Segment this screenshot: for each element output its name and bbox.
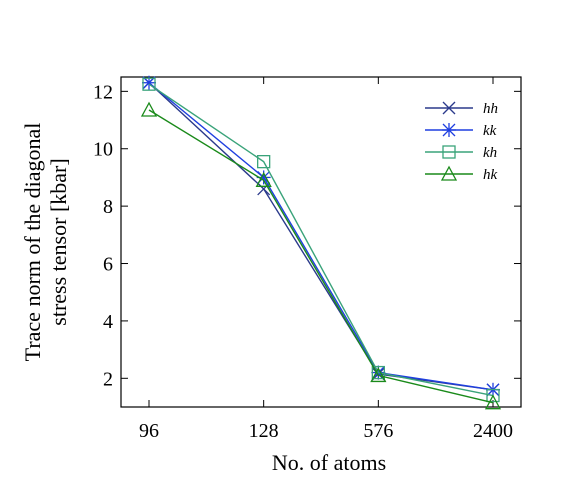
legend: hh kk kh hk <box>425 101 498 183</box>
data-point-hk <box>484 394 502 410</box>
legend-entry-kk: kk <box>425 123 497 139</box>
y-tick-label: 8 <box>103 196 113 218</box>
y-tick-label: 6 <box>103 254 113 276</box>
legend-label: kh <box>483 145 497 161</box>
series-line-hk <box>148 109 494 404</box>
data-point-kh <box>257 155 271 169</box>
series-line-hh <box>148 82 494 391</box>
legend-marker <box>442 101 456 115</box>
legend-entry-hh: hh <box>425 101 498 117</box>
legend-entry-hk: hk <box>425 165 498 183</box>
y-tick-label: 12 <box>93 81 113 103</box>
x-tick-label: 576 <box>363 420 393 442</box>
data-point-hk <box>370 367 387 383</box>
y-axis: 2 4 6 8 10 12 <box>93 81 521 390</box>
x-tick-label: 2400 <box>473 420 513 442</box>
data-point-hk <box>140 101 158 117</box>
data-point-kh <box>371 365 385 380</box>
plot-frame <box>120 76 522 408</box>
legend-marker <box>442 145 456 159</box>
x-axis: 96 128 576 2400 <box>139 77 513 442</box>
y-tick-label: 10 <box>93 139 113 161</box>
data-point-kh <box>486 388 500 403</box>
legend-label: hk <box>483 167 498 183</box>
data-point-hk <box>255 171 272 187</box>
x-axis-title: No. of atoms <box>272 450 386 475</box>
legend-marker <box>442 123 456 137</box>
y-axis-title-line-2: stress tensor [kbar] <box>46 158 71 325</box>
legend-label: kk <box>483 123 497 139</box>
x-tick-label: 96 <box>139 420 159 442</box>
legend-label: hh <box>483 101 498 117</box>
series-line-kh <box>148 83 494 397</box>
y-tick-label: 2 <box>103 368 113 390</box>
series-layer <box>140 75 502 410</box>
x-tick-label: 128 <box>249 420 279 442</box>
legend-entry-kh: kh <box>425 145 497 161</box>
data-point-kh <box>142 77 156 91</box>
legend-marker <box>440 165 458 181</box>
y-axis-title-line-1: Trace norm of the diagonal <box>20 123 45 362</box>
y-tick-label: 4 <box>103 311 113 333</box>
series-line-kk <box>148 82 494 391</box>
